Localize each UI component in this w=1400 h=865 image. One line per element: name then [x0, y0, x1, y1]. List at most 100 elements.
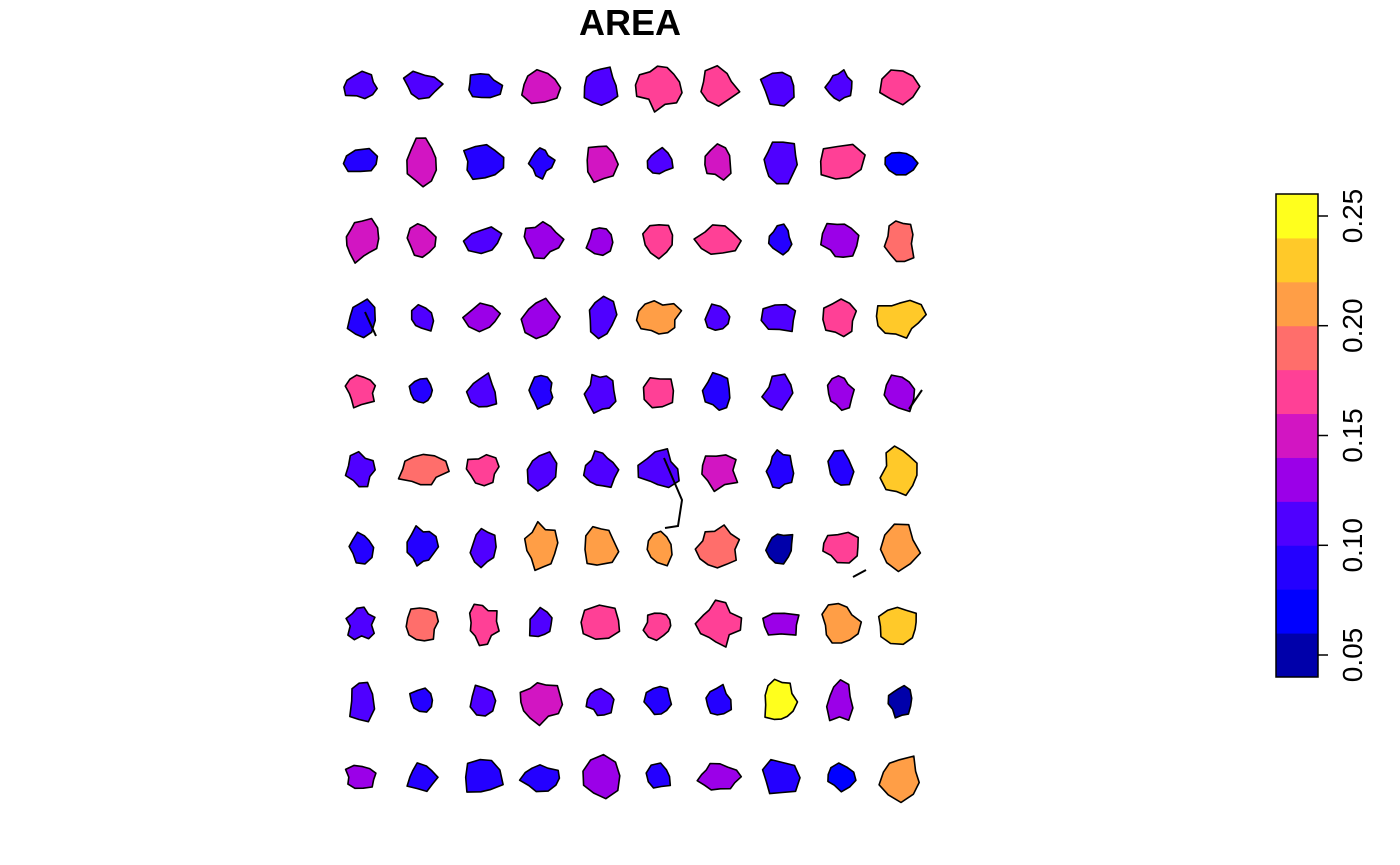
county-polygon: [822, 298, 858, 338]
county-polygon: [406, 762, 439, 793]
legend-bin: [1276, 457, 1318, 502]
county-polygon: [469, 527, 497, 569]
county-polygon: [819, 143, 866, 180]
legend-color-bins: [1276, 194, 1318, 678]
county-polygon: [527, 147, 556, 180]
county-polygon: [694, 524, 741, 569]
county-polygon: [646, 146, 674, 175]
county-polygon: [825, 678, 854, 722]
county-polygon: [408, 377, 434, 404]
county-polygon: [344, 450, 377, 488]
outline-fragment: [364, 311, 377, 337]
county-polygon: [641, 224, 674, 260]
county-polygon: [764, 678, 799, 721]
county-polygon: [646, 530, 673, 567]
county-polygon: [402, 70, 444, 100]
county-polygon: [819, 222, 860, 259]
county-polygon: [410, 303, 435, 332]
legend-bin: [1276, 281, 1318, 327]
county-polygon: [342, 147, 379, 173]
county-polygon: [701, 454, 739, 493]
county-polygon: [693, 224, 742, 255]
county-polygon: [827, 449, 855, 486]
county-polygon: [878, 755, 921, 804]
county-polygon: [528, 374, 554, 410]
county-polygon: [878, 69, 921, 106]
legend-bin: [1276, 589, 1318, 634]
county-polygon: [468, 603, 500, 647]
county-polygon: [523, 220, 565, 260]
county-polygon: [345, 217, 380, 264]
county-polygon: [821, 602, 863, 644]
county-polygon: [408, 687, 434, 713]
county-polygon: [879, 445, 918, 497]
county-polygon: [518, 763, 561, 793]
county-polygon: [761, 758, 801, 795]
legend-tick-label: 0.25: [1337, 189, 1368, 244]
county-polygon: [462, 143, 505, 181]
county-polygon: [764, 533, 794, 565]
outline-fragment: [663, 457, 684, 529]
county-polygon: [704, 143, 732, 181]
county-polygon: [465, 372, 498, 408]
county-polygon: [526, 451, 558, 492]
county-polygon: [464, 758, 504, 793]
county-polygon: [523, 520, 559, 572]
county-polygon: [705, 683, 733, 716]
county-polygon: [397, 453, 450, 486]
outline-fragment: [852, 569, 867, 578]
county-polygon: [763, 141, 799, 185]
county-polygon: [642, 612, 672, 642]
county-polygon: [884, 151, 919, 176]
legend-bin: [1276, 413, 1318, 458]
legend-tick-label: 0.10: [1337, 518, 1368, 573]
county-polygon: [824, 69, 853, 102]
county-polygon: [528, 606, 553, 638]
county-polygon: [762, 612, 800, 636]
county-polygon: [760, 303, 797, 333]
county-polygon: [585, 687, 615, 717]
county-polygon: [462, 226, 503, 255]
legend-tick-label: 0.20: [1337, 298, 1368, 353]
county-polygon: [877, 606, 918, 646]
county-polygon: [405, 607, 440, 642]
county-polygon: [348, 531, 375, 565]
county-polygon: [643, 685, 673, 716]
legend-bin: [1276, 237, 1318, 283]
legend-bin: [1276, 369, 1318, 415]
legend-bin: [1276, 194, 1318, 239]
county-polygon: [582, 753, 621, 800]
county-polygon: [767, 223, 793, 256]
legend-bin: [1276, 633, 1318, 678]
county-polygon: [469, 684, 497, 717]
county-polygon: [344, 374, 377, 409]
county-polygon: [580, 604, 621, 641]
county-polygon: [348, 681, 376, 723]
county-polygon: [761, 373, 794, 411]
county-polygon: [583, 66, 619, 106]
county-polygon: [700, 64, 741, 107]
county-polygon: [701, 371, 731, 412]
county-polygon: [582, 450, 620, 489]
county-polygon: [827, 762, 857, 793]
county-polygon: [520, 68, 562, 105]
county-polygon: [346, 298, 377, 339]
county-polygon: [584, 525, 620, 566]
county-polygon: [461, 302, 502, 333]
county-polygon: [875, 299, 928, 339]
county-polygon: [465, 453, 500, 487]
county-polygon: [585, 227, 614, 257]
county-polygon: [879, 523, 922, 573]
county-polygon: [588, 295, 618, 340]
legend-bin: [1276, 545, 1318, 590]
county-polygon: [642, 376, 675, 409]
county-polygon: [637, 447, 680, 489]
county-polygon: [759, 71, 795, 107]
county-polygon: [519, 681, 564, 727]
county-polygon: [520, 297, 561, 340]
county-polygon: [765, 449, 795, 490]
choropleth-map: [342, 64, 928, 804]
county-polygon: [887, 684, 913, 719]
county-polygon: [635, 299, 683, 335]
map-title: AREA: [578, 2, 681, 43]
